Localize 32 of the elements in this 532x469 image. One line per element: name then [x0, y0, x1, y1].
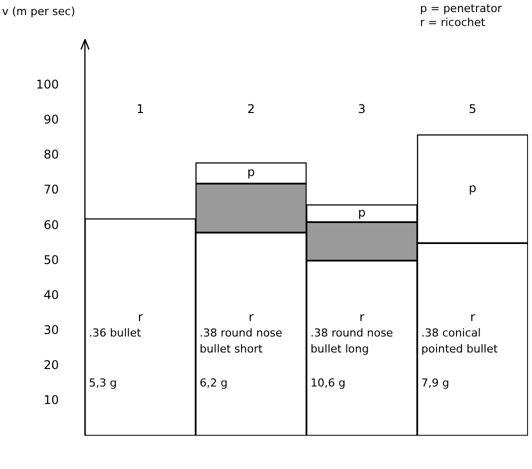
text: p: [247, 165, 255, 180]
y-tick-label: 60: [44, 218, 59, 232]
annotation: .36 bullet: [88, 326, 142, 340]
annotation: .38 round nose bullet long: [310, 326, 394, 356]
annotation: 6,2 g: [200, 376, 228, 390]
annotation: 5,3 g: [88, 376, 117, 390]
x-tick-label: 2: [247, 102, 255, 116]
y-tick-label: 20: [44, 358, 59, 372]
x-tick-label: 1: [136, 102, 144, 116]
y-tick-label: 80: [44, 148, 59, 162]
y-tick-label: 50: [44, 252, 59, 267]
text: r: [470, 310, 476, 324]
x-tick-label: 3: [358, 102, 366, 116]
y-tick-label: 90: [44, 112, 59, 127]
annotation: .38 conical pointed bullet: [421, 326, 498, 356]
text: r: [248, 310, 254, 324]
annotation: 7,9 g: [421, 376, 450, 390]
text: r = ricochet: [420, 16, 486, 29]
annotation: 10,6 g: [310, 376, 346, 390]
text: p: [468, 180, 476, 195]
annotation: .38 round nose bullet short: [200, 326, 283, 356]
y-axis-title: v (m per sec): [2, 4, 76, 18]
y-tick-label: 70: [44, 182, 59, 197]
y-tick-label: 40: [44, 288, 59, 302]
x-tick-label: 5: [468, 102, 476, 116]
text: r: [138, 310, 143, 324]
series-label: r: [359, 310, 364, 324]
y-tick-label: 30: [44, 322, 59, 337]
y-tick-label: 10: [44, 392, 59, 407]
y-tick-label: 100: [36, 78, 59, 92]
series-label: p: [358, 206, 366, 220]
text: p = penetrator: [420, 2, 502, 15]
